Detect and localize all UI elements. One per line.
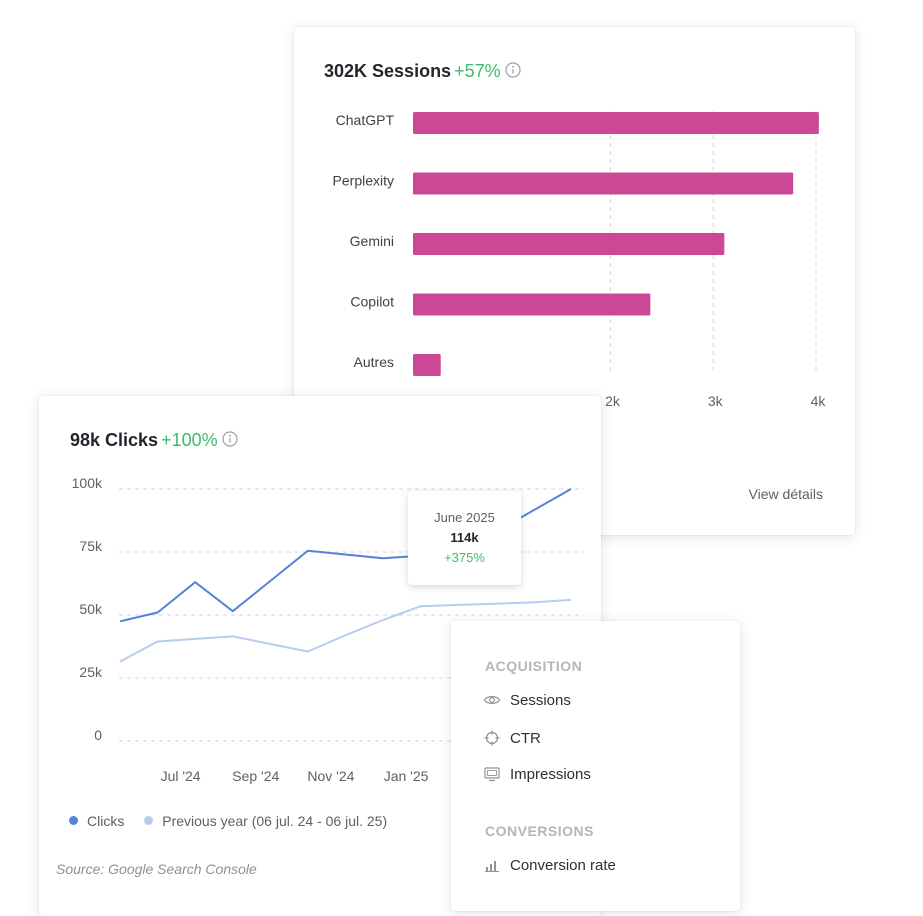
y-tick-label: 100k	[72, 475, 103, 491]
legend-item-previous[interactable]: Previous year (06 jul. 24 - 06 jul. 25)	[144, 813, 387, 829]
bar-copilot	[413, 293, 651, 316]
metric-menu: ACQUISITION Sessions CTR Impressions CON…	[451, 621, 740, 911]
tooltip-date: June 2025	[434, 510, 495, 525]
info-icon[interactable]	[505, 62, 521, 83]
sessions-label: Sessions	[510, 692, 571, 709]
x-tick-label: Sep '24	[232, 768, 279, 784]
sessions-delta: +57%	[454, 61, 501, 81]
conversions-heading: CONVERSIONS	[485, 823, 594, 839]
x-tick-label: 4k	[811, 393, 827, 409]
monitor-icon	[483, 766, 501, 782]
eye-icon	[483, 692, 501, 708]
ctr-label: CTR	[510, 730, 541, 747]
crosshair-icon	[483, 730, 501, 746]
sessions-title-text: 302K Sessions	[324, 61, 452, 81]
info-icon[interactable]	[222, 431, 238, 452]
bar-chart-icon	[483, 857, 501, 873]
tooltip-change: +375%	[444, 550, 485, 565]
clicks-legend-dot	[69, 816, 78, 825]
x-tick-label: Jul '24	[161, 768, 201, 784]
bar-perplexity	[413, 172, 794, 195]
clicks-delta: +100%	[161, 430, 218, 450]
impressions-label: Impressions	[510, 766, 591, 783]
bar-category-label: Perplexity	[333, 173, 394, 189]
menu-item-ctr[interactable]: CTR	[483, 730, 541, 747]
legend-clicks-label: Clicks	[87, 813, 125, 829]
x-tick-label: Jan '25	[384, 768, 429, 784]
menu-item-sessions[interactable]: Sessions	[483, 692, 571, 709]
bar-category-label: Autres	[354, 354, 394, 370]
tooltip-value: 114k	[450, 530, 479, 545]
bar-category-label: Copilot	[350, 294, 394, 310]
legend-previous-label: Previous year (06 jul. 24 - 06 jul. 25)	[162, 813, 388, 829]
chart-tooltip: June 2025 114k +375%	[408, 491, 521, 585]
chart-legend: Clicks Previous year (06 jul. 24 - 06 ju…	[69, 813, 403, 829]
clicks-title-text: 98k Clicks	[70, 430, 159, 450]
previous-legend-dot	[144, 816, 154, 825]
y-tick-label: 25k	[79, 664, 103, 680]
clicks-title: 98k Clicks +100%	[70, 430, 238, 452]
source-note: Source: Google Search Console	[56, 861, 257, 877]
x-tick-label: 3k	[708, 393, 724, 409]
x-tick-label: Nov '24	[307, 768, 354, 784]
sessions-bar-chart: 2k 3k 4k ChatGPT Perplexity Gemini Copilot Autr…	[333, 111, 827, 409]
legend-item-clicks[interactable]: Clicks	[69, 813, 124, 829]
acquisition-heading: ACQUISITION	[485, 658, 583, 674]
menu-item-conversion-rate[interactable]: Conversion rate	[483, 857, 616, 874]
y-tick-label: 75k	[79, 538, 103, 554]
x-tick-label: 2k	[605, 393, 621, 409]
y-tick-label: 50k	[79, 601, 103, 617]
menu-item-impressions[interactable]: Impressions	[483, 766, 591, 783]
conversion-rate-label: Conversion rate	[510, 857, 616, 874]
bar-category-label: ChatGPT	[336, 112, 395, 128]
y-tick-label: 0	[94, 727, 102, 743]
view-details-link[interactable]: View détails	[748, 486, 823, 502]
bar-gemini	[413, 233, 725, 255]
bar-category-label: Gemini	[350, 233, 394, 249]
bar-chatgpt	[413, 112, 819, 134]
sessions-title: 302K Sessions +57%	[324, 61, 521, 83]
previous-year-series-line	[119, 598, 572, 663]
bar-autres	[413, 354, 441, 376]
